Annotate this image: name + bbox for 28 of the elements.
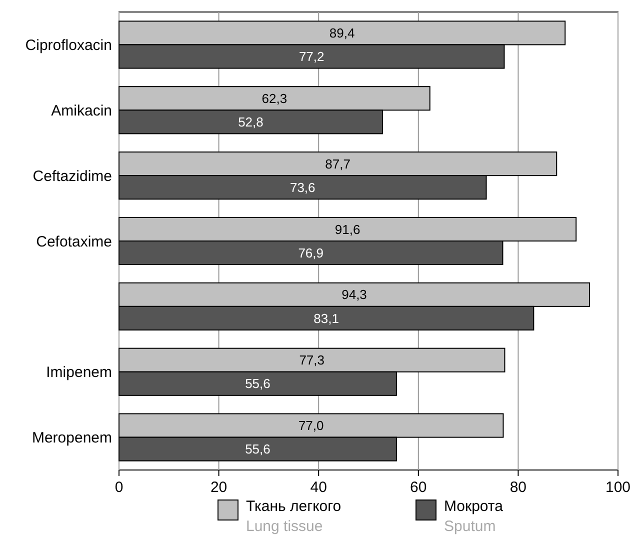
data-label: 77,3 <box>299 352 325 368</box>
y-tick-label: Ceftazidime <box>32 168 112 185</box>
data-label: 73,6 <box>290 180 316 195</box>
data-label: 83,1 <box>314 310 339 326</box>
y-tick-label: Imipenem <box>46 364 112 382</box>
x-tick-label: 60 <box>410 479 427 496</box>
data-label: 62,3 <box>262 90 288 106</box>
data-label: 55,6 <box>245 442 270 457</box>
legend-label: Ткань легкого Lung tissue <box>246 498 342 535</box>
y-tick-label: Cefotaxime <box>36 233 112 250</box>
data-label: 89,4 <box>329 25 355 40</box>
data-label: 76,9 <box>298 245 324 260</box>
x-tick-label: 40 <box>310 479 327 496</box>
data-label: 91,6 <box>334 222 360 237</box>
data-label: 87,7 <box>325 156 350 172</box>
x-tick-label: 100 <box>605 479 631 496</box>
y-tick-label: Ciprofloxacin <box>25 36 112 54</box>
data-label: 94,3 <box>342 287 367 302</box>
x-tick-label: 20 <box>210 479 228 496</box>
data-label: 52,8 <box>238 114 264 130</box>
y-tick-label: Meropenem <box>32 430 112 447</box>
x-tick-label: 0 <box>114 479 124 496</box>
data-label: 77,2 <box>298 49 324 64</box>
data-label: 55,6 <box>245 376 270 392</box>
x-tick-label: 80 <box>510 479 527 496</box>
data-label: 77,0 <box>298 418 324 434</box>
y-tick-label: Amikacin <box>51 102 112 120</box>
legend-label: Мокрота Sputum <box>444 498 504 535</box>
